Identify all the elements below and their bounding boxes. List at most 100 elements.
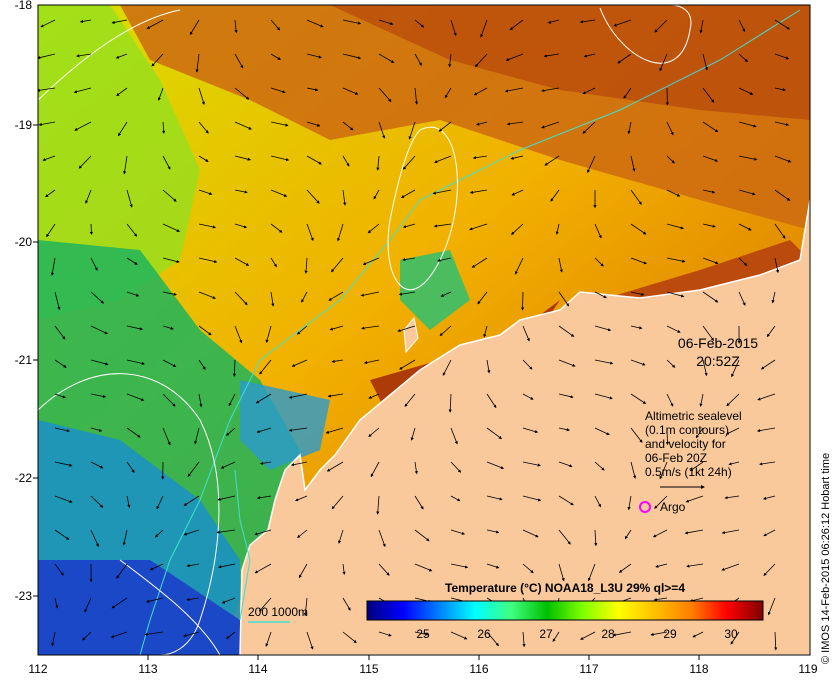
velocity-arrow (373, 189, 380, 200)
velocity-arrow (432, 189, 452, 195)
velocity-arrow (402, 223, 416, 229)
velocity-arrow (774, 257, 780, 274)
velocity-arrow (90, 291, 104, 304)
velocity-arrow (342, 53, 362, 60)
velocity-arrow (186, 563, 200, 568)
velocity-arrow (450, 19, 457, 37)
velocity-arrow (579, 19, 596, 24)
velocity-arrow (89, 223, 93, 235)
velocity-arrow (505, 53, 524, 61)
velocity-arrow (162, 155, 171, 170)
velocity-arrow (110, 631, 128, 638)
velocity-arrow (726, 393, 740, 407)
velocity-arrow (437, 257, 452, 262)
velocity-arrow (342, 87, 359, 95)
velocity-arrow (684, 529, 704, 535)
velocity-arrow (558, 529, 571, 545)
velocity-arrow (370, 461, 380, 478)
velocity-arrow (198, 155, 209, 162)
velocity-arrow (290, 461, 308, 467)
velocity-arrow (378, 563, 390, 576)
velocity-arrow (580, 631, 596, 640)
velocity-arrow (440, 291, 452, 297)
velocity-arrow (162, 325, 174, 330)
velocity-arrow (301, 291, 308, 303)
velocity-arrow (338, 529, 344, 544)
velocity-arrow (731, 359, 740, 378)
lon-tick: 118 (689, 662, 708, 676)
velocity-arrow (686, 563, 704, 568)
velocity-arrow (126, 495, 131, 509)
lat-tick: -19 (15, 118, 33, 132)
velocity-arrow (361, 325, 380, 330)
velocity-arrow (414, 563, 433, 572)
velocity-arrow (402, 155, 416, 170)
velocity-arrow (303, 597, 308, 617)
velocity-arrow (728, 461, 740, 466)
velocity-arrow (234, 121, 252, 130)
velocity-arrow (123, 155, 128, 175)
velocity-arrow (328, 291, 344, 301)
velocity-arrow (259, 359, 272, 375)
velocity-arrow (198, 325, 212, 336)
velocity-arrow (702, 223, 716, 228)
velocity-arrow (665, 427, 670, 446)
velocity-arrow (666, 359, 676, 368)
velocity-arrow (337, 223, 344, 242)
velocity-arrow (666, 393, 674, 407)
velocity-arrow (50, 257, 56, 276)
velocity-arrow (486, 427, 503, 440)
velocity-arrow (117, 121, 128, 137)
velocity-arrow (189, 19, 200, 36)
velocity-arrow (587, 563, 596, 582)
velocity-arrow (654, 495, 668, 509)
velocity-arrow (774, 19, 790, 30)
velocity-arrow (194, 427, 200, 445)
velocity-arrow (594, 325, 612, 332)
velocity-arrow (506, 121, 524, 126)
velocity-arrow (78, 155, 92, 169)
velocity-arrow (270, 291, 275, 307)
velocity-arrow (54, 461, 73, 467)
velocity-arrow (126, 223, 138, 237)
velocity-arrow (627, 495, 632, 511)
lat-tick: -22 (15, 471, 33, 485)
velocity-arrow (450, 563, 469, 569)
velocity-arrow (162, 291, 177, 296)
velocity-arrow (558, 393, 574, 399)
velocity-arrow (721, 563, 740, 571)
velocity-arrow (376, 155, 380, 171)
velocity-arrow (270, 257, 277, 268)
velocity-arrow (702, 121, 719, 133)
velocity-arrow (522, 393, 534, 400)
lon-tick: 115 (359, 662, 378, 676)
velocity-arrow (654, 19, 668, 33)
velocity-arrow (325, 427, 344, 434)
velocity-arrow (198, 291, 216, 299)
velocity-arrow (471, 257, 488, 268)
velocity-arrow (522, 427, 539, 434)
velocity-arrow (666, 223, 684, 230)
velocity-arrow (90, 461, 104, 469)
velocity-arrow (198, 223, 216, 229)
velocity-arrow (258, 597, 272, 612)
velocity-arrow (126, 257, 138, 265)
velocity-arrow (522, 461, 541, 467)
velocity-arrow (486, 359, 491, 374)
velocity-arrow (306, 121, 321, 127)
velocity-arrow (702, 325, 714, 341)
velocity-arrow (695, 427, 704, 439)
velocity-arrow (306, 87, 319, 92)
velocity-arrow (331, 495, 344, 510)
velocity-arrow (408, 121, 416, 140)
velocity-arrow (448, 393, 452, 413)
velocity-arrow (630, 223, 647, 235)
velocity-arrow (439, 325, 452, 337)
velocity-arrow (623, 87, 632, 99)
velocity-arrow (541, 121, 560, 129)
velocity-arrow (630, 155, 636, 172)
velocity-arrow (306, 631, 314, 650)
velocity-arrow (270, 121, 289, 127)
lon-ticks: 112 113 114 115 116 117 118 119 (28, 655, 818, 676)
